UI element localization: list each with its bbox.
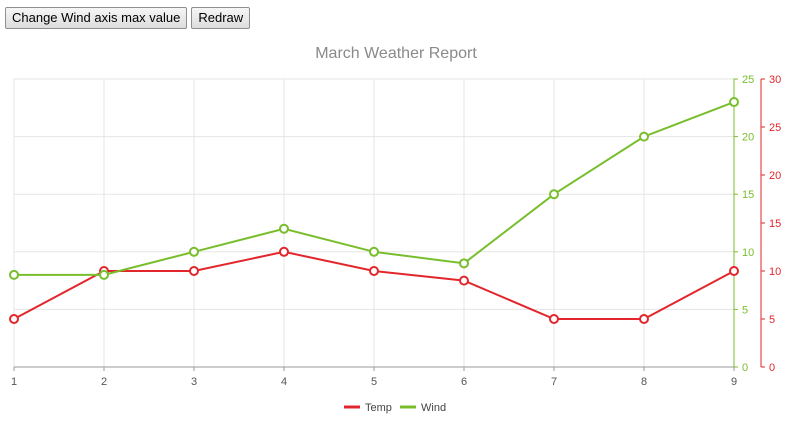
y-tick-label-wind: 25 [742,74,754,86]
data-point-wind[interactable] [9,269,19,280]
data-point-wind[interactable] [549,189,559,200]
x-tick-label: 3 [191,376,197,388]
data-point-temp[interactable] [189,266,199,276]
y-tick-label-temp: 0 [769,362,775,374]
grid [13,78,735,368]
y-tick-label-temp: 5 [769,314,775,326]
legend-item-temp[interactable]: Temp [344,402,392,414]
chart-title: March Weather Report [315,45,477,62]
legend[interactable]: Temp Wind [344,402,446,414]
data-point-wind[interactable] [639,131,649,142]
y-tick-label-temp: 20 [769,170,781,182]
x-tick-label: 5 [371,376,377,388]
y-tick-label-wind: 0 [742,362,748,374]
series-layer [9,97,739,324]
data-point-temp[interactable] [459,275,469,286]
data-point-wind[interactable] [459,258,469,269]
x-tick-label: 1 [11,376,17,388]
x-tick-label: 7 [551,376,557,388]
data-point-wind[interactable] [99,269,109,280]
y-tick-label-temp: 15 [769,218,781,230]
x-tick-label: 2 [101,376,107,388]
y-tick-label-temp: 10 [769,266,781,278]
x-tick-label: 6 [461,376,467,388]
toolbar: Change Wind axis max value Redraw [5,7,251,29]
data-point-temp[interactable] [9,314,19,324]
data-point-temp[interactable] [279,246,289,257]
y-tick-label-wind: 20 [742,132,754,144]
legend-label-wind: Wind [421,402,446,414]
legend-item-wind[interactable]: Wind [400,402,446,414]
y-tick-label-wind: 5 [742,304,748,316]
x-tick-label: 9 [731,376,737,388]
legend-label-temp: Temp [365,402,392,414]
data-point-temp[interactable] [549,314,559,324]
data-point-temp[interactable] [639,314,649,324]
y-tick-label-temp: 30 [769,74,781,86]
data-point-wind[interactable] [279,223,289,234]
data-point-wind[interactable] [729,97,739,108]
redraw-button[interactable]: Redraw [191,7,251,29]
y-tick-label-temp: 25 [769,122,781,134]
data-point-wind[interactable] [189,246,199,257]
data-point-temp[interactable] [729,266,739,276]
x-tick-label: 4 [281,376,287,388]
data-point-wind[interactable] [369,246,379,257]
data-point-temp[interactable] [369,266,379,276]
x-tick-label: 8 [641,376,647,388]
change-wind-axis-max-button[interactable]: Change Wind axis max value [5,7,188,29]
y-tick-label-wind: 10 [742,247,754,259]
y-tick-label-wind: 15 [742,189,754,201]
